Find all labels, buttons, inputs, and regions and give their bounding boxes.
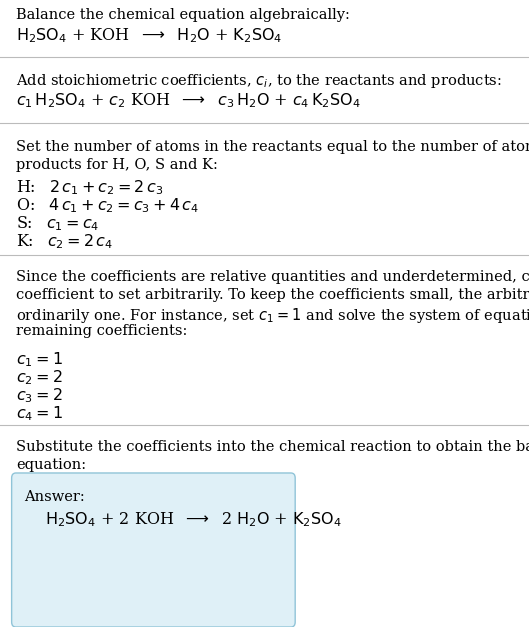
Text: Substitute the coefficients into the chemical reaction to obtain the balanced: Substitute the coefficients into the che… xyxy=(16,440,529,454)
Text: $\mathrm{H_2SO_4}$ + 2 KOH $\;\longrightarrow\;$ 2 $\mathrm{H_2O}$ + $\mathrm{K_: $\mathrm{H_2SO_4}$ + 2 KOH $\;\longright… xyxy=(45,510,342,529)
Text: $\mathrm{H_2SO_4}$ + KOH $\;\longrightarrow\;$ $\mathrm{H_2O}$ + $\mathrm{K_2SO_: $\mathrm{H_2SO_4}$ + KOH $\;\longrightar… xyxy=(16,26,282,45)
Text: coefficient to set arbitrarily. To keep the coefficients small, the arbitrary va: coefficient to set arbitrarily. To keep … xyxy=(16,288,529,302)
Text: products for H, O, S and K:: products for H, O, S and K: xyxy=(16,158,218,172)
Text: $c_1 = 1$: $c_1 = 1$ xyxy=(16,350,62,369)
Text: equation:: equation: xyxy=(16,458,86,472)
Text: H: $\;\;2\,c_1+c_2 = 2\,c_3$: H: $\;\;2\,c_1+c_2 = 2\,c_3$ xyxy=(16,178,163,197)
Text: $c_3 = 2$: $c_3 = 2$ xyxy=(16,386,62,404)
Text: ordinarily one. For instance, set $c_1 = 1$ and solve the system of equations fo: ordinarily one. For instance, set $c_1 =… xyxy=(16,306,529,325)
Text: Set the number of atoms in the reactants equal to the number of atoms in the: Set the number of atoms in the reactants… xyxy=(16,140,529,154)
Text: $c_1\,\mathrm{H_2SO_4}$ + $c_2$ KOH $\;\longrightarrow\;$ $c_3\,\mathrm{H_2O}$ +: $c_1\,\mathrm{H_2SO_4}$ + $c_2$ KOH $\;\… xyxy=(16,91,361,110)
Text: remaining coefficients:: remaining coefficients: xyxy=(16,324,187,338)
Text: Balance the chemical equation algebraically:: Balance the chemical equation algebraica… xyxy=(16,8,350,22)
Text: K: $\;\;c_2 = 2\,c_4$: K: $\;\;c_2 = 2\,c_4$ xyxy=(16,232,113,251)
Text: Answer:: Answer: xyxy=(24,490,85,504)
Text: $c_2 = 2$: $c_2 = 2$ xyxy=(16,368,62,387)
Text: O: $\;\;4\,c_1+c_2 = c_3+4\,c_4$: O: $\;\;4\,c_1+c_2 = c_3+4\,c_4$ xyxy=(16,196,199,214)
Text: Since the coefficients are relative quantities and underdetermined, choose a: Since the coefficients are relative quan… xyxy=(16,270,529,284)
Text: Add stoichiometric coefficients, $c_i$, to the reactants and products:: Add stoichiometric coefficients, $c_i$, … xyxy=(16,72,501,90)
Text: S: $\;\;c_1 = c_4$: S: $\;\;c_1 = c_4$ xyxy=(16,214,99,233)
Text: $c_4 = 1$: $c_4 = 1$ xyxy=(16,404,62,423)
FancyBboxPatch shape xyxy=(12,473,295,627)
